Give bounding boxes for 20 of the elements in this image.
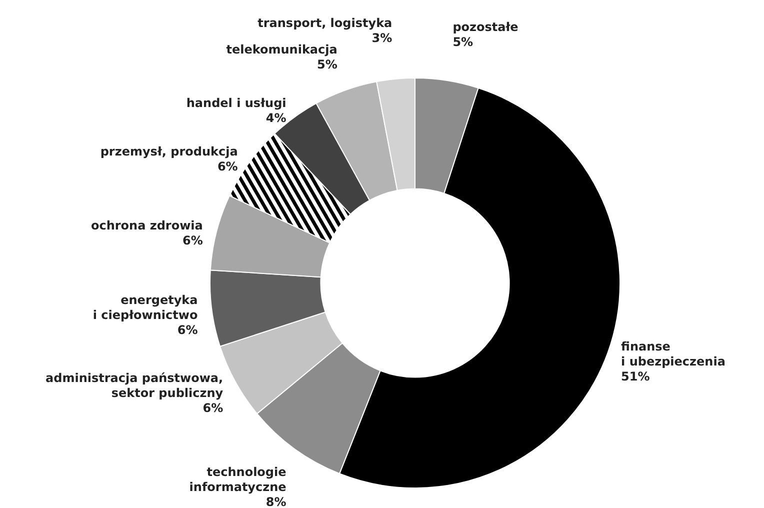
data-label: 4% (266, 110, 286, 125)
slice-label: finanse i ubezpieczenia (621, 340, 726, 369)
data-label: 6% (217, 159, 238, 174)
slice-label: pozostałe (452, 20, 518, 34)
data-label: 6% (177, 322, 198, 337)
data-label: 6% (202, 401, 224, 416)
data-label: 5% (316, 57, 338, 72)
slice-label: energetyka i ciepłownictwo (92, 292, 198, 322)
slice-label: przemysł, produkcja (100, 144, 238, 158)
data-label: 5% (452, 35, 474, 50)
slice-label: transport, logistyka (258, 16, 392, 30)
data-label: 3% (372, 31, 392, 46)
slice-label: ochrona zdrowia (90, 218, 203, 233)
data-label: 51% (621, 370, 650, 384)
data-label: 8% (266, 495, 286, 508)
slice-label: technologie informatyczne (189, 465, 286, 494)
slice-label: handel i usługi (186, 96, 286, 110)
slice-label: administracja państwowa, sektor publiczny (46, 371, 224, 400)
data-label: 6% (182, 234, 203, 248)
slice-label: telekomunikacja (226, 42, 338, 56)
